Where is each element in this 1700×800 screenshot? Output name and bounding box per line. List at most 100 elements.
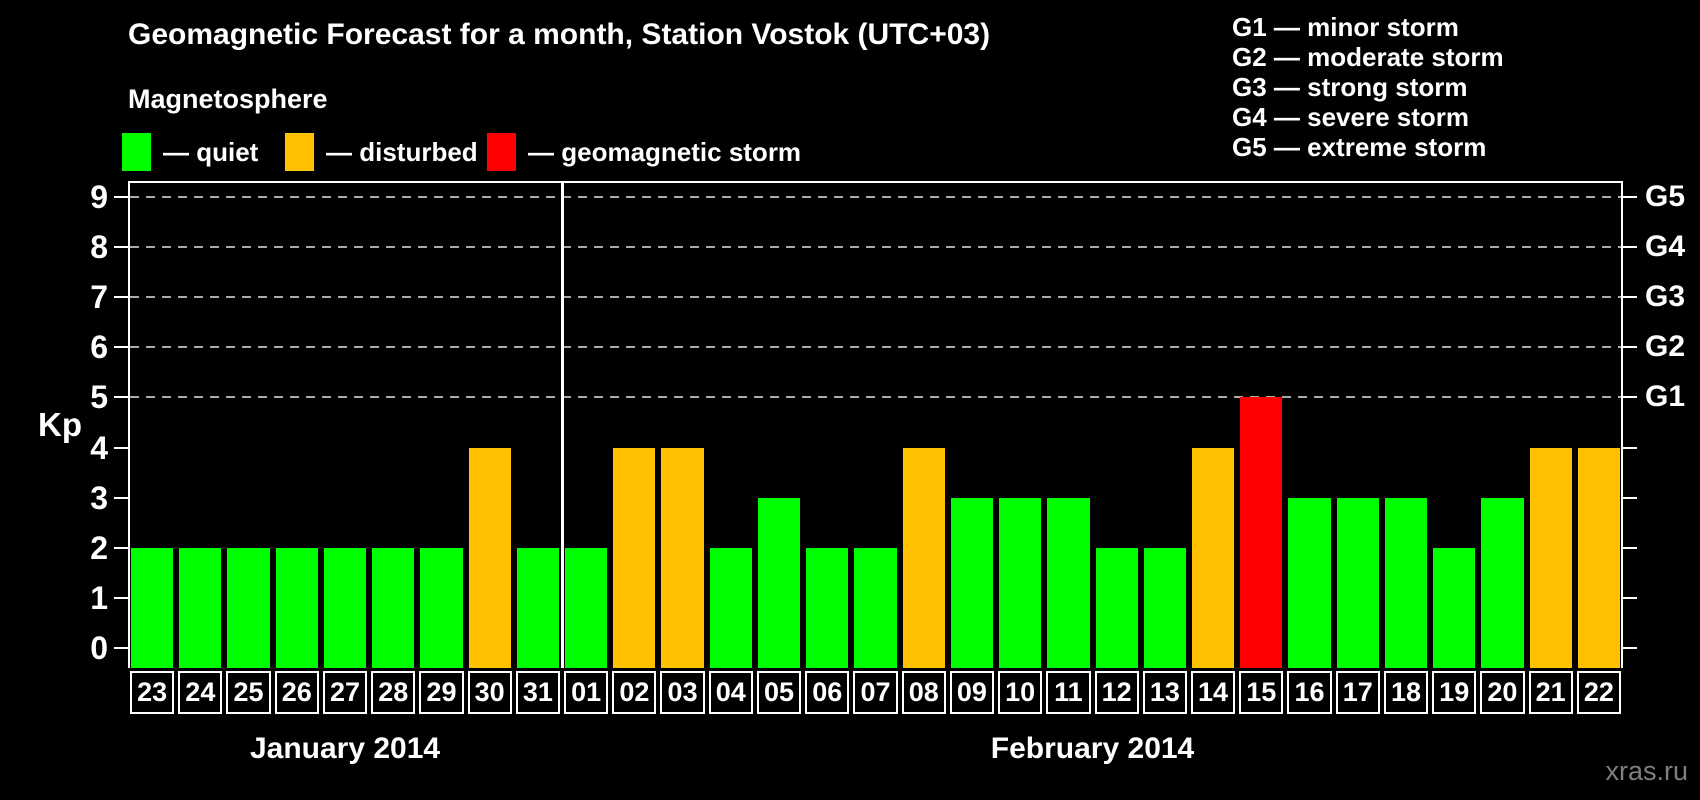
- day-label-box: 08: [901, 671, 946, 714]
- day-label-box: 02: [612, 671, 657, 714]
- y-tick-label: 1: [90, 579, 108, 616]
- y-tick-left: [114, 246, 128, 249]
- g-scale-legend-item: G3 — strong storm: [1232, 72, 1468, 102]
- kp-bar-day-14: [1191, 447, 1235, 668]
- y-tick-left: [114, 496, 128, 499]
- legend-label-quiet: — quiet: [163, 136, 259, 167]
- y-tick-left: [114, 396, 128, 399]
- disturbed-color-swatch: [285, 133, 314, 171]
- g-scale-legend: G1 — minor storm G2 — moderate storm G3 — …: [1232, 12, 1504, 162]
- kp-bar-day-07: [854, 547, 897, 668]
- kp-bar-day-26: [275, 547, 318, 668]
- month-divider-line: [560, 181, 564, 668]
- day-label-box: 28: [371, 671, 416, 714]
- y-tick-label: 9: [90, 179, 108, 216]
- day-label-box: 27: [322, 671, 368, 714]
- g-scale-legend-item: G1 — minor storm: [1232, 12, 1459, 42]
- y-tick-label: 3: [90, 479, 108, 516]
- kp-bar-day-02: [613, 447, 656, 668]
- g-scale-legend-item: G2 — moderate storm: [1232, 42, 1504, 72]
- kp-bar-day-30: [468, 447, 511, 668]
- plot-area: [128, 181, 1623, 668]
- g-level-label-g1: G1: [1645, 380, 1686, 414]
- y-tick-right: [1623, 346, 1637, 349]
- day-label-box: 10: [998, 671, 1043, 714]
- kp-bar-day-09: [950, 497, 994, 668]
- y-tick-label: 6: [90, 329, 108, 366]
- day-label-box: 25: [226, 671, 271, 714]
- day-label-box: 13: [1142, 671, 1187, 714]
- day-label-box: 03: [660, 671, 705, 714]
- y-tick-right: [1623, 196, 1637, 199]
- day-label-box: 06: [805, 671, 850, 714]
- y-tick-left: [114, 446, 128, 449]
- y-tick-right: [1623, 496, 1637, 499]
- month-label-february: February 2014: [990, 732, 1195, 765]
- kp-bar-day-12: [1095, 547, 1138, 668]
- day-label-box: 19: [1432, 671, 1477, 714]
- day-label-box: 24: [178, 671, 223, 714]
- day-label-box: 14: [1190, 671, 1236, 714]
- kp-bar-day-15: [1240, 397, 1283, 668]
- kp-bar-day-19: [1433, 547, 1476, 668]
- y-tick-right: [1623, 396, 1637, 399]
- kp-bar-day-04: [709, 547, 752, 668]
- gridline-kp-5: [130, 396, 1621, 399]
- y-tick-label: 8: [90, 229, 108, 266]
- legend-item-disturbed: — disturbed: [285, 130, 478, 174]
- day-label-box: 01: [564, 671, 609, 714]
- g-scale-legend-item: G5 — extreme storm: [1232, 132, 1487, 162]
- day-label-box: 17: [1335, 671, 1380, 714]
- kp-bar-day-01: [565, 547, 608, 668]
- kp-bar-day-25: [227, 547, 270, 668]
- day-label-box: 05: [756, 671, 802, 714]
- day-label-box: 26: [274, 671, 319, 714]
- day-label-box: 12: [1094, 671, 1139, 714]
- kp-bar-day-22: [1577, 447, 1620, 668]
- day-label-box: 18: [1383, 671, 1429, 714]
- gridline-kp-9: [130, 196, 1621, 199]
- day-label-box: 04: [708, 671, 753, 714]
- kp-bar-day-13: [1143, 547, 1186, 668]
- day-label-box: 09: [949, 671, 995, 714]
- storm-color-swatch: [487, 133, 516, 171]
- g-scale-legend-item: G4 — severe storm: [1232, 102, 1470, 132]
- day-label-box: 21: [1528, 671, 1573, 714]
- g-level-label-g3: G3: [1645, 280, 1686, 314]
- y-tick-right: [1623, 296, 1637, 299]
- kp-bar-day-31: [516, 547, 560, 668]
- kp-bar-day-05: [757, 497, 801, 668]
- quiet-color-swatch: [122, 133, 151, 171]
- y-tick-label: 0: [90, 629, 108, 666]
- gridline-kp-7: [130, 296, 1621, 299]
- kp-bar-day-11: [1047, 497, 1090, 668]
- y-tick-left: [114, 596, 128, 599]
- g-level-label-g5: G5: [1645, 180, 1686, 214]
- magnetosphere-label: Magnetosphere: [128, 84, 328, 114]
- y-tick-label: 7: [90, 279, 108, 316]
- y-tick-left: [114, 546, 128, 549]
- y-tick-right: [1623, 246, 1637, 249]
- kp-bar-day-21: [1529, 447, 1572, 668]
- kp-bar-day-29: [420, 547, 463, 668]
- y-tick-label: 2: [90, 529, 108, 566]
- kp-axis-label: Kp: [38, 406, 82, 443]
- kp-bar-day-10: [999, 497, 1042, 668]
- gridline-kp-6: [130, 346, 1621, 349]
- y-tick-right: [1623, 646, 1637, 649]
- legend-item-quiet: — quiet: [122, 130, 258, 174]
- kp-bar-day-23: [131, 547, 174, 668]
- month-label-january: January 2014: [249, 732, 441, 765]
- g-level-label-g4: G4: [1645, 230, 1686, 264]
- kp-bar-day-06: [806, 547, 849, 668]
- day-label-box: 31: [515, 671, 561, 714]
- day-label-box: 20: [1480, 671, 1525, 714]
- y-tick-left: [114, 346, 128, 349]
- y-tick-left: [114, 196, 128, 199]
- g-level-label-g2: G2: [1645, 330, 1686, 364]
- kp-bar-day-24: [179, 547, 222, 668]
- y-tick-left: [114, 296, 128, 299]
- y-tick-label: 4: [90, 429, 108, 466]
- y-tick-label: 5: [90, 379, 108, 416]
